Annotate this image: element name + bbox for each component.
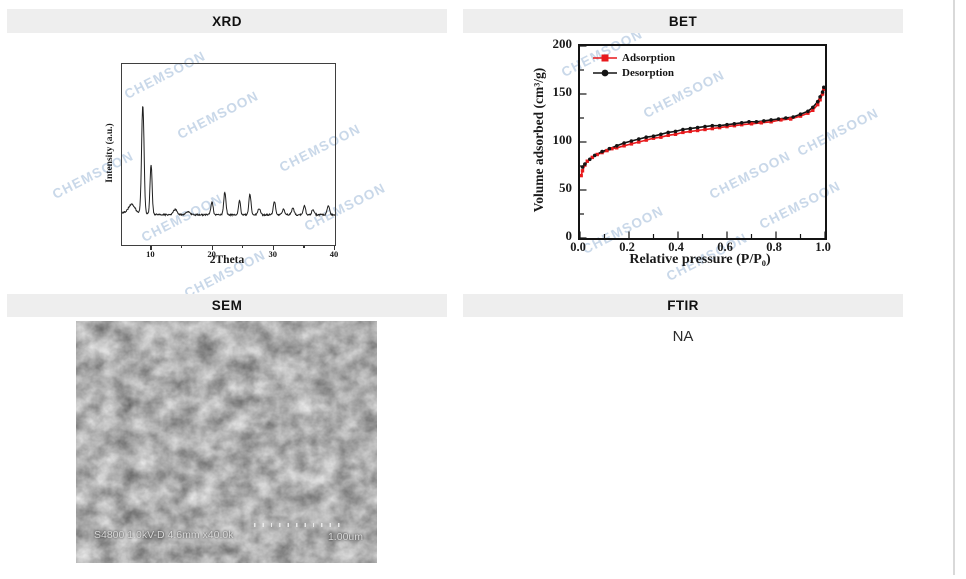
bet-x-tick-label: 0.0 (570, 240, 586, 254)
xrd-plot-area (121, 63, 336, 246)
bet-panel-title: BET (668, 13, 698, 29)
sem-image: S4800 1.0kV-D 4.6mm x40.0k 1.00um (76, 321, 377, 563)
xrd-x-tick (272, 245, 274, 250)
bet-y-tick-label: 200 (552, 36, 573, 51)
sem-panel-title: SEM (211, 298, 243, 313)
bet-y-tick-label: 50 (559, 180, 572, 195)
xrd-panel-header: XRD (7, 9, 447, 33)
bet-x-tick-label: 0.4 (668, 240, 684, 254)
xrd-y-axis-label: Intensity (a.u.) (105, 123, 115, 183)
bet-legend: Adsorption Desorption (592, 50, 675, 80)
sem-scale-bar (254, 523, 346, 527)
ftir-panel-title: FTIR (667, 298, 699, 313)
bet-y-tick-label: 100 (552, 132, 573, 147)
ftir-panel-header: FTIR (463, 294, 903, 317)
xrd-x-axis-label: 2Theta (209, 254, 245, 266)
bet-x-tick-label: 0.8 (766, 240, 782, 254)
xrd-x-tick (211, 245, 213, 250)
bet-plot-area (578, 44, 827, 240)
sem-micrograph-texture (76, 321, 377, 563)
bet-y-tick-label: 150 (552, 84, 573, 99)
xrd-x-tick-label: 20 (207, 249, 216, 259)
adsorption-marker-icon (593, 54, 617, 61)
sem-scale-label: 1.00um (327, 531, 363, 543)
xrd-x-tick-label: 10 (146, 249, 155, 259)
xrd-x-tick (150, 245, 152, 250)
xrd-x-tick-label: 40 (329, 249, 339, 259)
sem-instrument-caption: S4800 1.0kV-D 4.6mm x40.0k (94, 529, 234, 541)
legend-item-adsorption: Adsorption (592, 50, 675, 65)
sem-panel-header: SEM (7, 294, 447, 317)
bet-x-tick-label: 1.0 (815, 240, 831, 254)
desorption-marker-icon (593, 69, 617, 76)
xrd-curve (122, 106, 335, 218)
bet-panel-header: BET (463, 9, 903, 33)
legend-item-desorption: Desorption (592, 65, 675, 80)
xrd-x-tick (334, 245, 336, 250)
ftir-na-text: NA (672, 328, 694, 345)
bet-y-tick-label: 0 (565, 228, 573, 243)
xrd-x-tick-label: 30 (268, 249, 278, 259)
legend-label-adsorption: Adsorption (622, 51, 676, 64)
xrd-panel-title: XRD (212, 13, 242, 29)
bet-isotherm-curves (580, 46, 825, 238)
legend-label-desorption: Desorption (622, 66, 674, 79)
bet-x-tick-label: 0.6 (717, 240, 733, 254)
xrd-x-minor-tick (242, 245, 244, 248)
page-right-border (953, 0, 955, 575)
bet-x-tick-label: 0.2 (619, 240, 635, 254)
xrd-x-minor-tick (303, 245, 305, 248)
bet-x-axis-label: Relative pressure (P/P₀) (629, 252, 771, 267)
xrd-x-minor-tick (180, 245, 183, 248)
